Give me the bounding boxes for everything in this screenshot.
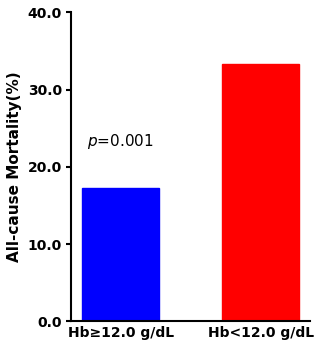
Y-axis label: All-cause Mortality(%): All-cause Mortality(%) xyxy=(7,71,22,262)
Bar xyxy=(82,188,159,321)
Text: $\it{p}$=0.001: $\it{p}$=0.001 xyxy=(87,133,154,151)
Bar xyxy=(222,64,299,321)
